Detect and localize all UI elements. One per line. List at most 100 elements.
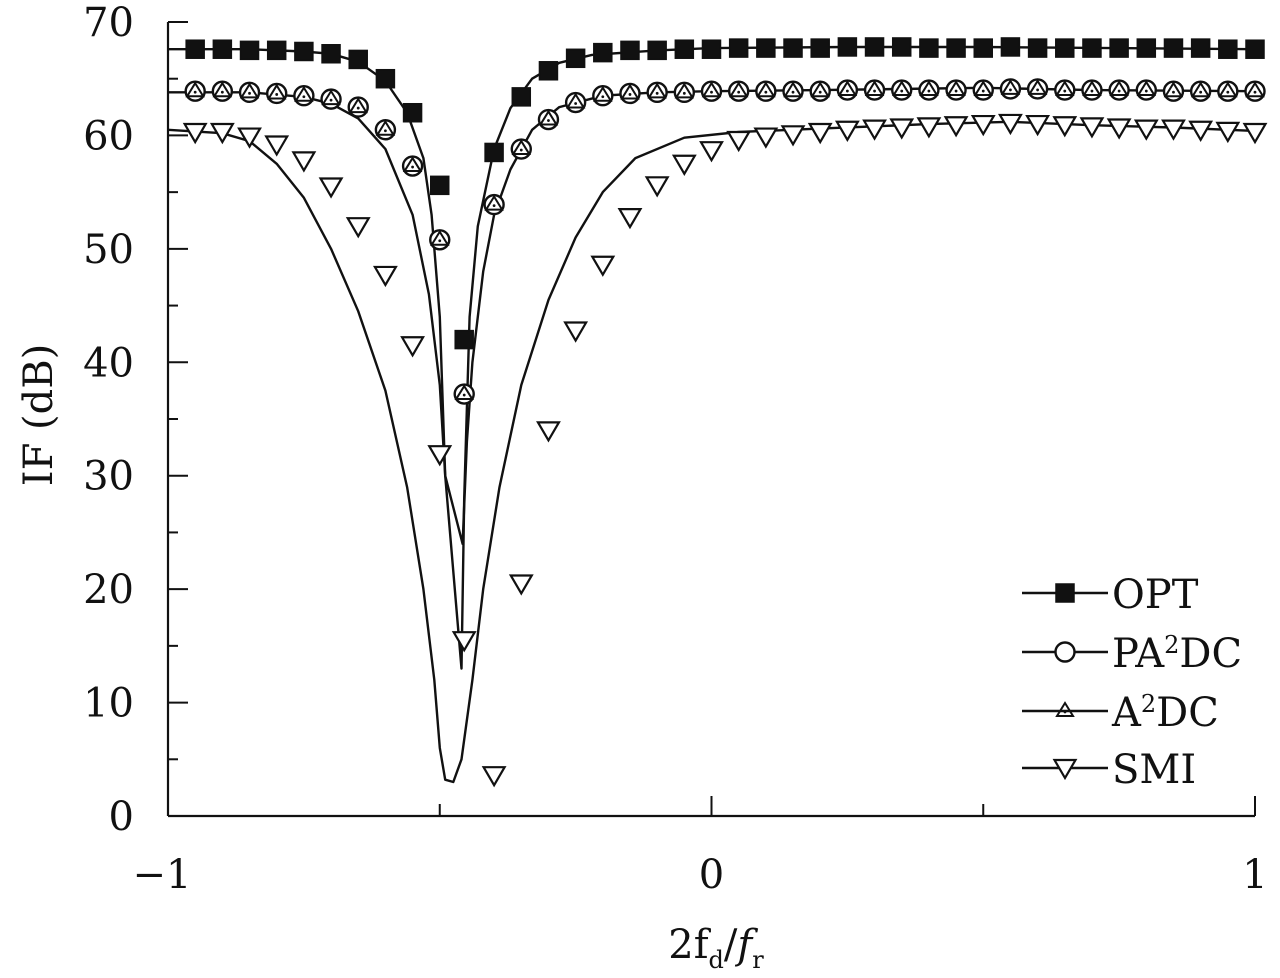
data-point	[294, 85, 314, 102]
triangle-shape	[620, 83, 640, 100]
y-tick-label: 50	[83, 227, 134, 273]
triangle-shape	[402, 156, 423, 173]
data-point	[185, 39, 205, 59]
triangle-shape	[185, 81, 205, 98]
triangle-dot	[384, 129, 387, 133]
data-point	[1106, 118, 1132, 140]
data-point	[209, 122, 235, 145]
triangle-shape	[1163, 81, 1184, 98]
y-axis-title: IF (dB)	[16, 344, 62, 486]
data-point	[756, 38, 776, 58]
data-point	[891, 37, 912, 57]
data-point	[889, 118, 915, 140]
x-axis-title: 2fd/fr	[668, 922, 764, 974]
data-point	[1190, 81, 1211, 98]
data-point	[1190, 38, 1211, 58]
data-point	[400, 336, 425, 358]
data-point	[266, 40, 287, 61]
series-markers-smi	[182, 113, 1268, 788]
legend-label-part: 2	[1164, 631, 1179, 659]
legend-label-part: OPT	[1112, 572, 1199, 618]
triangle-shape	[212, 81, 233, 98]
x-tick-label: 1	[1242, 852, 1267, 898]
data-point	[728, 81, 749, 98]
triangle-dot	[954, 89, 958, 93]
data-point	[429, 229, 450, 246]
legend-entry-a-dc: A2DC	[1022, 690, 1219, 736]
triangle-dot	[248, 91, 251, 95]
data-point	[565, 48, 586, 69]
data-point	[862, 119, 887, 141]
data-point	[402, 102, 423, 123]
series-line-opt	[168, 45, 1256, 670]
data-point	[1133, 119, 1159, 141]
legend-label-part: 2	[1141, 690, 1156, 718]
triangle-dot	[220, 90, 224, 94]
triangle-dot	[682, 91, 686, 95]
data-point	[1000, 79, 1021, 95]
data-point	[266, 83, 287, 100]
triangle-shape	[728, 81, 749, 98]
triangle-shape	[511, 139, 532, 156]
data-point	[780, 125, 806, 147]
x-tick-label: 0	[699, 852, 724, 898]
data-point	[593, 42, 613, 63]
data-point	[1082, 80, 1102, 97]
triangle-shape	[973, 80, 994, 97]
data-point	[617, 207, 643, 230]
legend-label-part: A	[1111, 690, 1142, 736]
y-tick-label: 10	[83, 681, 134, 727]
data-point	[620, 40, 640, 61]
data-point	[538, 61, 559, 81]
legend-marker	[1052, 758, 1078, 781]
y-tick-label: 20	[83, 567, 134, 613]
triangle-shape	[321, 89, 341, 106]
data-point	[375, 68, 396, 89]
legend-entry-smi: SMI	[1022, 747, 1196, 793]
data-point	[451, 631, 477, 653]
data-point	[1027, 38, 1048, 58]
data-point	[1245, 39, 1265, 59]
triangle-shape	[1027, 79, 1048, 95]
data-point	[671, 154, 697, 176]
data-point	[644, 176, 670, 198]
triangle-dot	[1063, 710, 1067, 714]
legend-label-part: SMI	[1112, 747, 1196, 793]
triangle-dot	[818, 90, 822, 94]
data-point	[538, 109, 559, 126]
triangle-shape	[1218, 81, 1238, 98]
data-point	[810, 38, 830, 58]
data-point	[590, 255, 616, 277]
data-point	[348, 49, 368, 70]
triangle-shape	[294, 85, 314, 102]
triangle-shape	[1055, 701, 1075, 717]
data-point	[919, 80, 939, 97]
legend-marker	[1055, 583, 1075, 603]
legend-label: A2DC	[1111, 690, 1219, 736]
triangle-dot	[1090, 89, 1094, 93]
legend-marker	[1054, 641, 1076, 663]
triangle-dot	[1036, 88, 1039, 92]
data-point	[1054, 80, 1075, 97]
triangle-shape	[266, 83, 287, 100]
data-point	[239, 82, 260, 99]
data-point	[916, 117, 942, 139]
data-point	[321, 89, 341, 106]
data-point	[1218, 39, 1238, 59]
data-point	[565, 92, 586, 109]
triangle-dot	[981, 89, 985, 93]
triangle-dot	[628, 93, 632, 96]
legend-entry-opt: OPT	[1022, 572, 1199, 618]
triangle-shape	[429, 229, 450, 246]
series-markers-opt	[185, 37, 1265, 350]
data-point	[402, 156, 423, 173]
triangle-shape	[1082, 80, 1102, 97]
axis-ticks: 0 10 20 30 40 50 60 70 −1 0 1	[83, 0, 1268, 898]
data-point	[701, 39, 722, 59]
data-point	[726, 130, 752, 153]
triangle-shape	[946, 80, 966, 97]
data-point	[1082, 38, 1102, 58]
legend-label-part: DC	[1156, 690, 1219, 736]
triangle-shape	[701, 81, 722, 98]
triangle-dot	[927, 89, 931, 93]
